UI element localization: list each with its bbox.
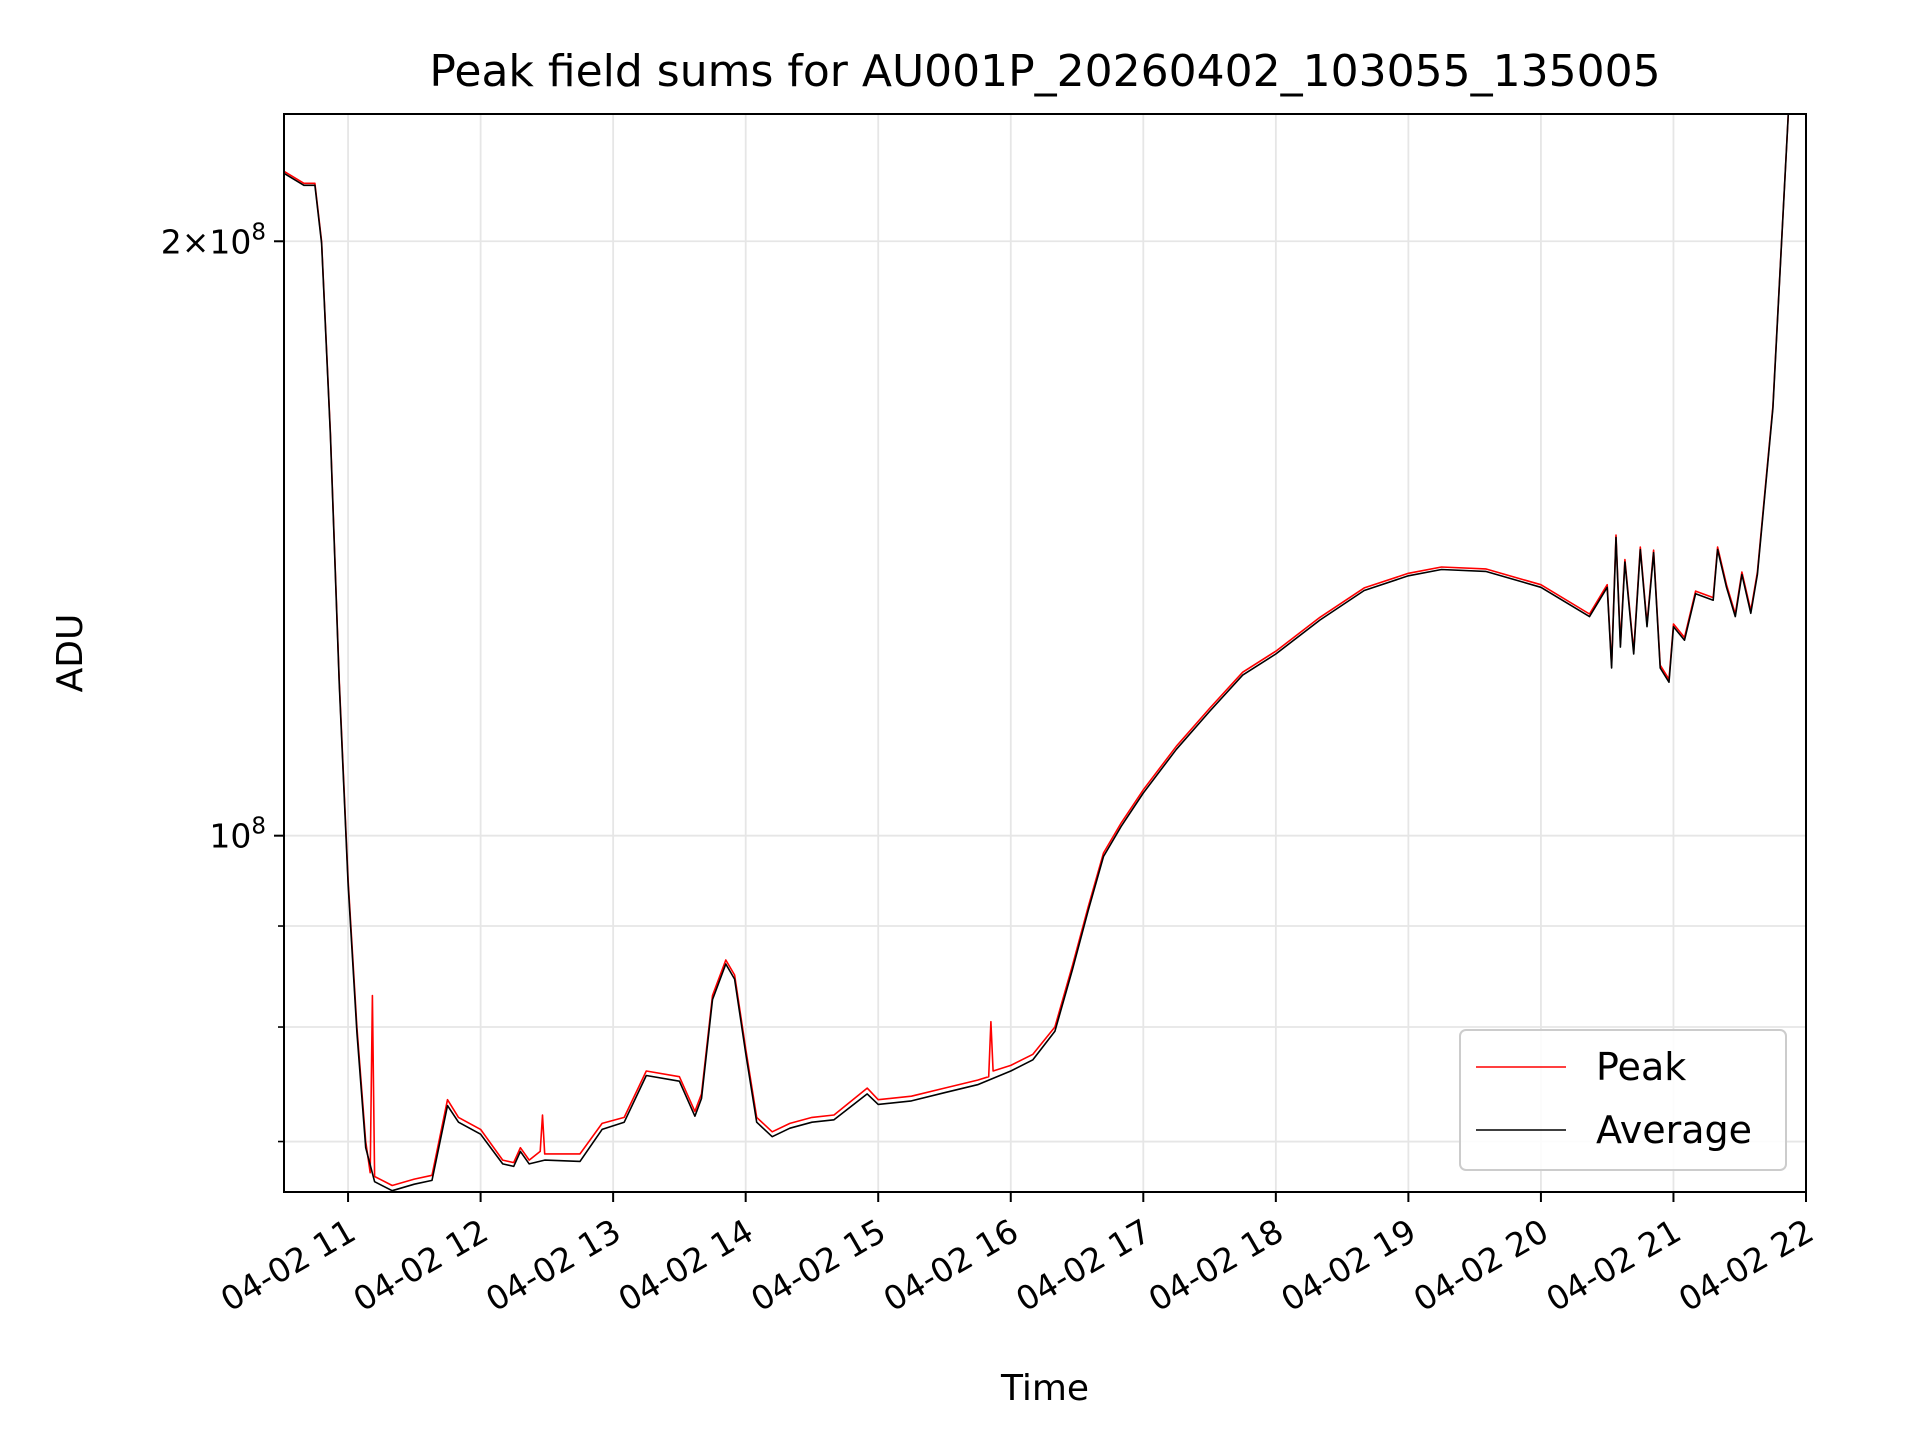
chart-title: Peak field sums for AU001P_20260402_1030…: [429, 46, 1660, 97]
legend-label-peak: Peak: [1596, 1045, 1686, 1089]
legend: Peak Average: [1459, 1029, 1787, 1171]
y-axis: 2×108 108: [161, 219, 284, 1143]
legend-box: [1459, 1029, 1787, 1171]
y-tick-label: 108: [209, 814, 266, 856]
x-axis-label: Time: [1000, 1368, 1089, 1409]
y-tick-label: 2×108: [161, 219, 266, 261]
plot-area: [284, 114, 1790, 1192]
legend-label-average: Average: [1596, 1108, 1752, 1152]
series-line-average: [284, 114, 1790, 1192]
plot-frame: [283, 113, 1807, 1193]
y-axis-label: ADU: [50, 614, 91, 693]
